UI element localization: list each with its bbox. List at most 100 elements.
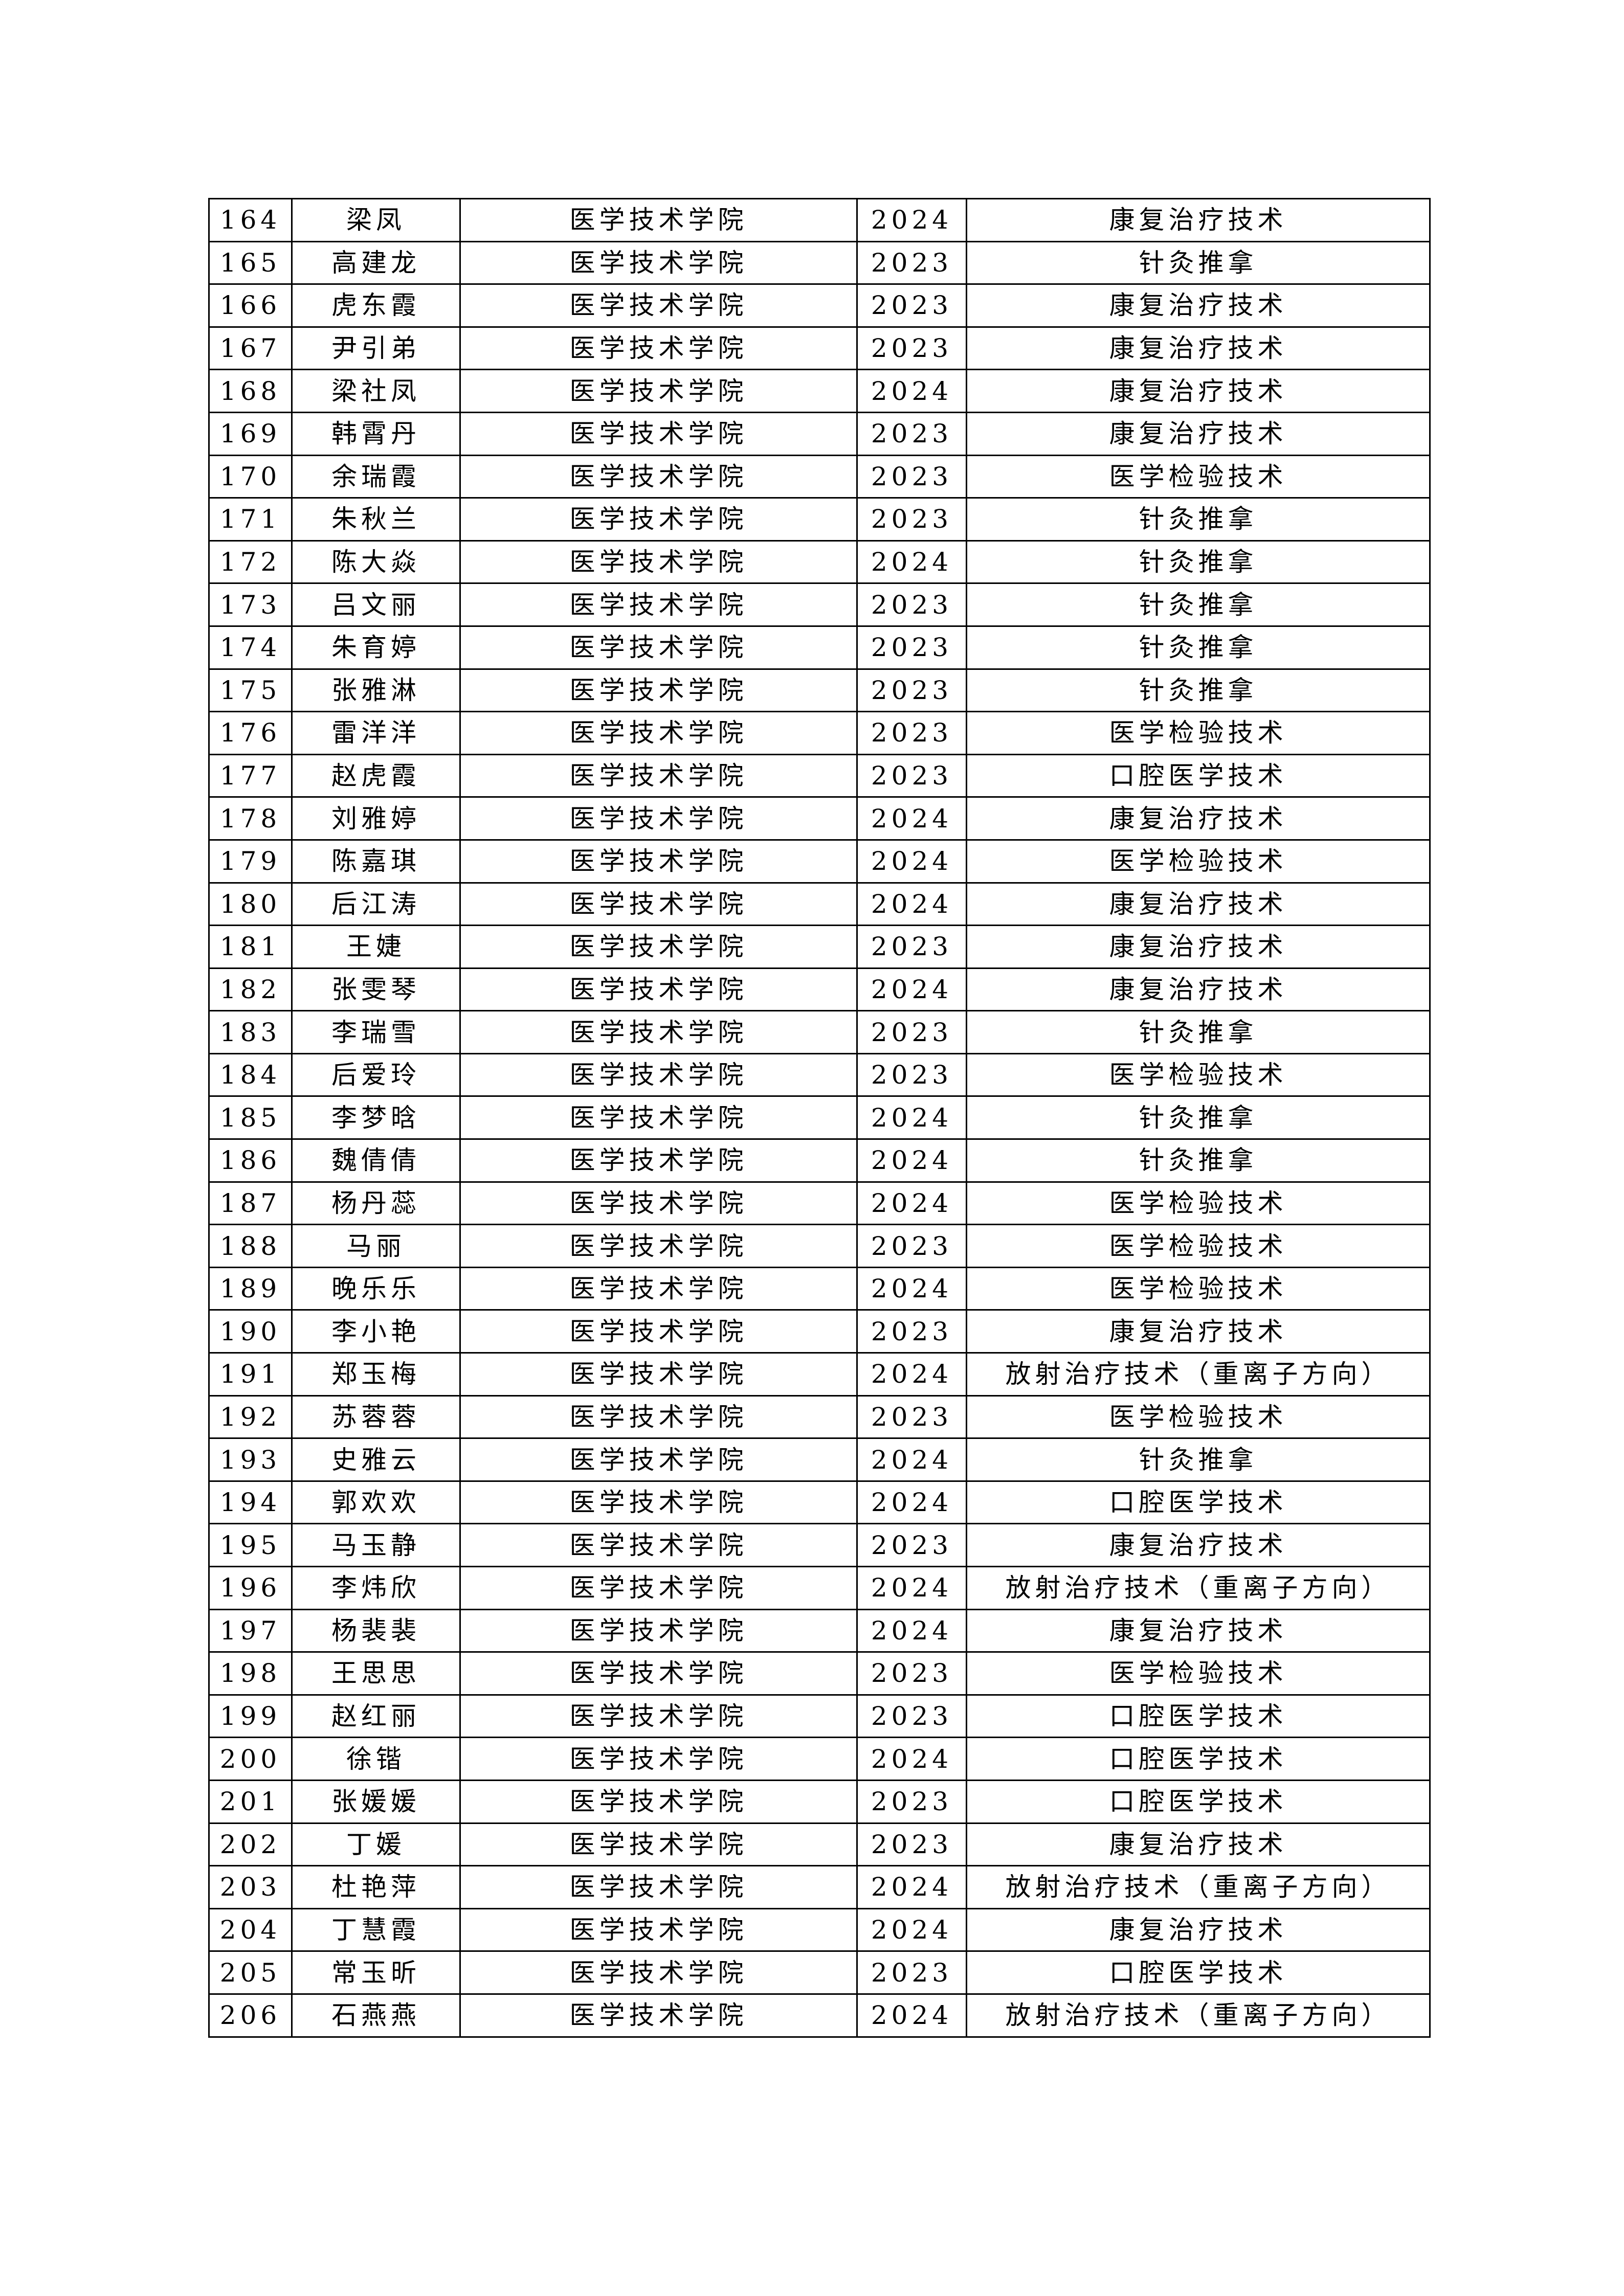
- student-name-cell: 梁社凤: [291, 369, 461, 413]
- row-number-cell: 188: [208, 1224, 293, 1268]
- table-row: 172 陈大焱 医学技术学院 2024 针灸推拿: [208, 539, 1431, 584]
- table-row: 201 张媛媛 医学技术学院 2023 口腔医学技术: [208, 1779, 1431, 1824]
- major-cell: 医学检验技术: [966, 1651, 1431, 1696]
- grade-year-cell: 2024: [856, 967, 967, 1012]
- major-cell: 医学检验技术: [966, 1052, 1431, 1097]
- row-number-cell: 171: [208, 497, 293, 542]
- grade-year-cell: 2024: [856, 1566, 967, 1610]
- major-cell: 康复治疗技术: [966, 796, 1431, 841]
- row-number-cell: 165: [208, 240, 293, 285]
- student-name-cell: 吕文丽: [291, 582, 461, 627]
- row-number-cell: 166: [208, 283, 293, 328]
- table-row: 190 李小艳 医学技术学院 2023 康复治疗技术: [208, 1309, 1431, 1354]
- college-cell: 医学技术学院: [459, 925, 858, 969]
- major-cell: 放射治疗技术（重离子方向）: [966, 1993, 1431, 2038]
- student-table: 164 梁凤 医学技术学院 2024 康复治疗技术 165 高建龙 医学技术学院 2023 针灸推…: [208, 198, 1431, 2038]
- table-row: 206 石燕燕 医学技术学院 2024 放射治疗技术（重离子方向）: [208, 1993, 1431, 2038]
- major-cell: 针灸推拿: [966, 1095, 1431, 1140]
- row-number-cell: 193: [208, 1437, 293, 1482]
- college-cell: 医学技术学院: [459, 796, 858, 841]
- table-row: 183 李瑞雪 医学技术学院 2023 针灸推拿: [208, 1010, 1431, 1054]
- table-row: 171 朱秋兰 医学技术学院 2023 针灸推拿: [208, 497, 1431, 542]
- row-number-cell: 192: [208, 1394, 293, 1439]
- grade-year-cell: 2024: [856, 1437, 967, 1482]
- major-cell: 放射治疗技术（重离子方向）: [966, 1352, 1431, 1397]
- table-row: 200 徐锴 医学技术学院 2024 口腔医学技术: [208, 1737, 1431, 1781]
- major-cell: 口腔医学技术: [966, 753, 1431, 798]
- row-number-cell: 195: [208, 1523, 293, 1567]
- grade-year-cell: 2023: [856, 454, 967, 499]
- college-cell: 医学技术学院: [459, 1394, 858, 1439]
- college-cell: 医学技术学院: [459, 668, 858, 713]
- grade-year-cell: 2024: [856, 839, 967, 884]
- major-cell: 口腔医学技术: [966, 1779, 1431, 1824]
- major-cell: 针灸推拿: [966, 1138, 1431, 1183]
- student-name-cell: 杜艳萍: [291, 1865, 461, 1909]
- student-name-cell: 朱秋兰: [291, 497, 461, 542]
- row-number-cell: 177: [208, 753, 293, 798]
- table-row: 178 刘雅婷 医学技术学院 2024 康复治疗技术: [208, 796, 1431, 841]
- row-number-cell: 202: [208, 1822, 293, 1867]
- table-row: 205 常玉昕 医学技术学院 2023 口腔医学技术: [208, 1950, 1431, 1995]
- college-cell: 医学技术学院: [459, 1480, 858, 1525]
- grade-year-cell: 2023: [856, 1822, 967, 1867]
- student-name-cell: 陈大焱: [291, 539, 461, 584]
- major-cell: 康复治疗技术: [966, 326, 1431, 371]
- student-name-cell: 马丽: [291, 1224, 461, 1268]
- college-cell: 医学技术学院: [459, 1437, 858, 1482]
- student-name-cell: 李瑞雪: [291, 1010, 461, 1054]
- table-row: 180 后江涛 医学技术学院 2024 康复治疗技术: [208, 882, 1431, 927]
- table-row: 165 高建龙 医学技术学院 2023 针灸推拿: [208, 240, 1431, 285]
- table-row: 182 张雯琴 医学技术学院 2024 康复治疗技术: [208, 967, 1431, 1012]
- grade-year-cell: 2024: [856, 796, 967, 841]
- major-cell: 针灸推拿: [966, 1010, 1431, 1054]
- student-name-cell: 雷洋洋: [291, 711, 461, 755]
- college-cell: 医学技术学院: [459, 625, 858, 670]
- row-number-cell: 203: [208, 1865, 293, 1909]
- row-number-cell: 182: [208, 967, 293, 1012]
- major-cell: 口腔医学技术: [966, 1737, 1431, 1781]
- table-row: 169 韩霄丹 医学技术学院 2023 康复治疗技术: [208, 411, 1431, 456]
- college-cell: 医学技术学院: [459, 1309, 858, 1354]
- grade-year-cell: 2024: [856, 1865, 967, 1909]
- college-cell: 医学技术学院: [459, 1095, 858, 1140]
- grade-year-cell: 2023: [856, 1950, 967, 1995]
- major-cell: 康复治疗技术: [966, 967, 1431, 1012]
- major-cell: 康复治疗技术: [966, 198, 1431, 242]
- row-number-cell: 191: [208, 1352, 293, 1397]
- major-cell: 康复治疗技术: [966, 369, 1431, 413]
- college-cell: 医学技术学院: [459, 1779, 858, 1824]
- table-row: 173 吕文丽 医学技术学院 2023 针灸推拿: [208, 582, 1431, 627]
- row-number-cell: 205: [208, 1950, 293, 1995]
- grade-year-cell: 2023: [856, 411, 967, 456]
- student-name-cell: 陈嘉琪: [291, 839, 461, 884]
- student-name-cell: 杨裴裴: [291, 1608, 461, 1653]
- major-cell: 医学检验技术: [966, 839, 1431, 884]
- table-row: 176 雷洋洋 医学技术学院 2023 医学检验技术: [208, 711, 1431, 755]
- major-cell: 医学检验技术: [966, 711, 1431, 755]
- student-name-cell: 晚乐乐: [291, 1266, 461, 1311]
- grade-year-cell: 2024: [856, 1608, 967, 1653]
- row-number-cell: 206: [208, 1993, 293, 2038]
- row-number-cell: 181: [208, 925, 293, 969]
- major-cell: 针灸推拿: [966, 1437, 1431, 1482]
- grade-year-cell: 2024: [856, 1352, 967, 1397]
- college-cell: 医学技术学院: [459, 369, 858, 413]
- student-name-cell: 魏倩倩: [291, 1138, 461, 1183]
- grade-year-cell: 2023: [856, 283, 967, 328]
- table-row: 204 丁慧霞 医学技术学院 2024 康复治疗技术: [208, 1907, 1431, 1952]
- table-row: 199 赵红丽 医学技术学院 2023 口腔医学技术: [208, 1694, 1431, 1739]
- student-name-cell: 赵虎霞: [291, 753, 461, 798]
- grade-year-cell: 2023: [856, 326, 967, 371]
- grade-year-cell: 2024: [856, 1181, 967, 1226]
- student-name-cell: 郭欢欢: [291, 1480, 461, 1525]
- college-cell: 医学技术学院: [459, 326, 858, 371]
- college-cell: 医学技术学院: [459, 882, 858, 927]
- student-name-cell: 李梦晗: [291, 1095, 461, 1140]
- college-cell: 医学技术学院: [459, 1608, 858, 1653]
- college-cell: 医学技术学院: [459, 411, 858, 456]
- row-number-cell: 194: [208, 1480, 293, 1525]
- student-name-cell: 常玉昕: [291, 1950, 461, 1995]
- college-cell: 医学技术学院: [459, 1993, 858, 2038]
- student-name-cell: 石燕燕: [291, 1993, 461, 2038]
